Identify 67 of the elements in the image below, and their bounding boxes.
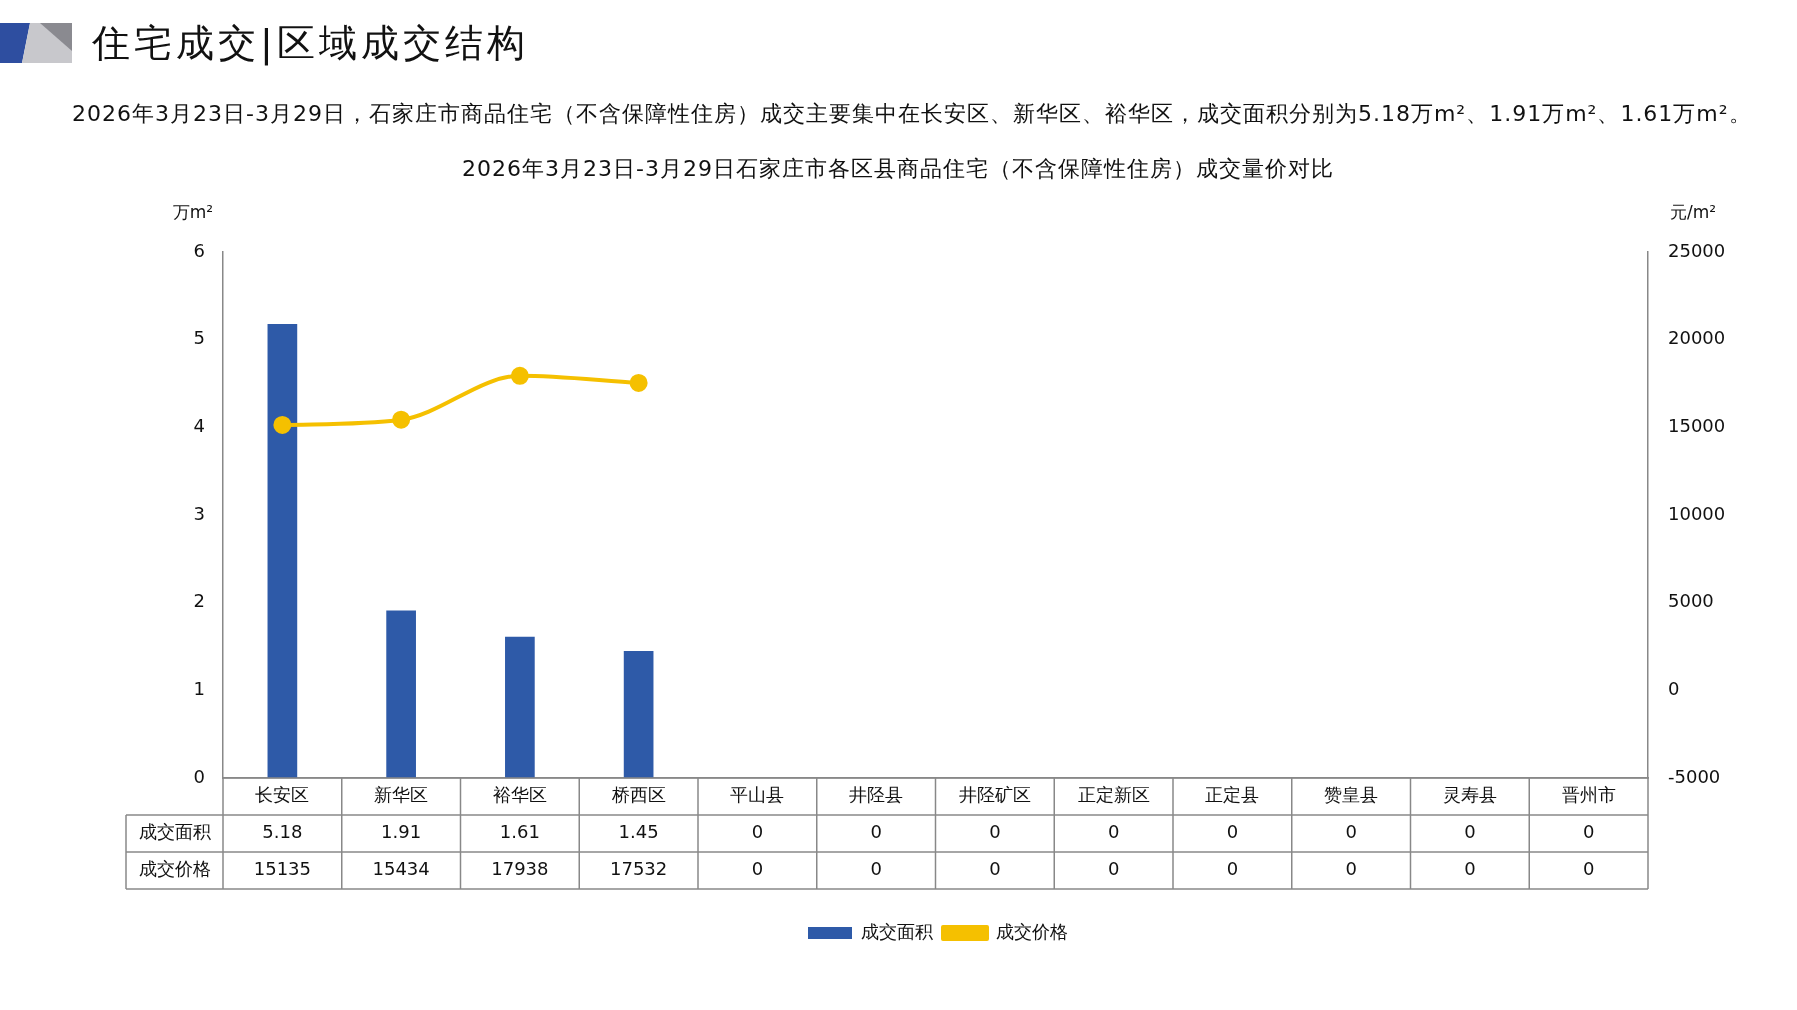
data-label: 0 [989,821,1001,843]
text: 0 [989,858,1001,880]
y-tick-label: 2 [193,590,205,612]
text: 成交价格 [138,858,211,880]
data-label: 17532 [609,858,668,880]
y2-tick-label: 10000 [1668,502,1726,524]
data-label: 0 [751,821,764,843]
data-label: 15434 [372,858,430,880]
text: 住宅成交|区域成交结构 [92,19,529,68]
y2-tick-label: 5000 [1668,590,1714,612]
x-tick-label: 井陉县 [849,784,904,806]
text: 0 [1226,858,1239,880]
text: 0 [751,858,764,880]
point [510,366,529,385]
x-tick-label: 正定新区 [1077,784,1150,806]
data-label: 15135 [253,858,312,880]
y2-tick-label: 25000 [1668,239,1726,261]
data-label: 1.45 [618,821,659,843]
y-tick-label: 4 [193,415,205,437]
text: 0 [1464,858,1476,880]
y-tick-label: 1 [193,678,205,700]
y-axis-title: 万m² [172,202,214,223]
y-tick-label: 3 [193,502,205,524]
y2-tick-label: -5000 [1668,765,1721,787]
text: 2026年3月23日-3月29日，石家庄市商品住宅（不含保障性住房）成交主要集中在长安区、新华区、裕华区，成交面积分别为5.18万m²、1.91万m²、1.61万m²。 [72,100,1753,128]
point [629,373,648,392]
data-label: 0 [1464,821,1476,843]
bar [623,650,654,778]
y-tick-label: 5 [193,327,205,349]
data-label: 1.91 [381,821,422,843]
y2-tick-label: 0 [1668,678,1680,700]
data-label: 0 [1226,821,1239,843]
point [392,410,411,429]
x-tick-label: 晋州市 [1561,784,1616,806]
x-tick-label: 井陉矿区 [958,784,1031,806]
bar [505,636,535,778]
legend-label: 成交价格 [996,920,1068,942]
text: 0 [1582,858,1595,880]
y2-axis-title: 元/m² [1669,202,1717,223]
y-tick-label: 6 [193,239,205,261]
y2-tick-label: 20000 [1668,327,1726,349]
x-tick-label: 正定县 [1205,784,1260,806]
chart-title: 2026年3月23日-3月29日石家庄市各区县商品住宅（不含保障性住房）成交量价对比 [461,155,1335,183]
legend-label: 成交面积 [861,920,933,942]
bar [267,323,298,778]
text: 0 [1345,858,1357,880]
data-label: 17938 [491,858,549,880]
x-tick-label: 裕华区 [492,784,547,806]
x-tick-label: 桥西区 [610,784,666,806]
x-tick-label: 长安区 [255,784,310,806]
data-label: 0 [1107,821,1120,843]
data-label: 5.18 [262,821,303,843]
data-label: 1.61 [499,821,540,843]
x-tick-label: 赞皇县 [1324,784,1379,806]
text: 成交面积 [138,821,211,843]
y2-tick-label: 15000 [1668,415,1726,437]
text: 0 [870,858,882,880]
bar [386,610,416,778]
data-label: 0 [870,821,882,843]
text: 0 [1107,858,1120,880]
x-tick-label: 灵寿县 [1442,784,1497,806]
data-label: 0 [1345,821,1357,843]
x-tick-label: 平山县 [730,784,785,806]
data-label: 0 [1582,821,1595,843]
x-tick-label: 新华区 [374,784,429,806]
y-tick-label: 0 [193,765,205,787]
point [273,415,292,434]
